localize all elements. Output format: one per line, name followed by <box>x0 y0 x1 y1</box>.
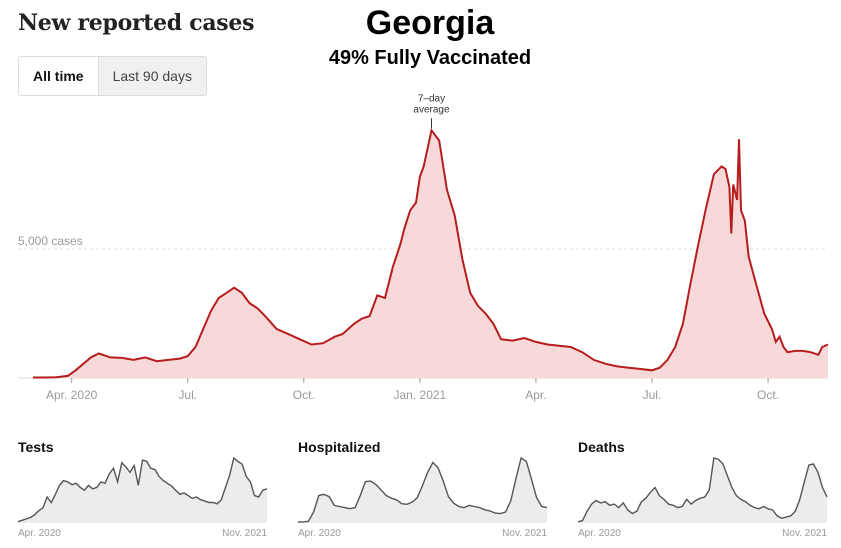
deaths-mini-chart: Apr. 2020 Nov. 2021 Deaths <box>578 436 841 548</box>
mini-area <box>18 458 267 523</box>
x-tick-label: Oct. <box>293 388 315 402</box>
x-tick-label: Jul. <box>643 388 662 402</box>
x-tick-label: Oct. <box>757 388 779 402</box>
mini-line <box>18 456 268 523</box>
mini-x-label-end: Nov. 2021 <box>222 528 267 539</box>
hospitalized-title: Hospitalized <box>298 439 381 455</box>
mini-x-label-end: Nov. 2021 <box>502 528 547 539</box>
tests-title: Tests <box>18 439 54 455</box>
cases-area <box>33 130 828 378</box>
mini-x-label-start: Apr. 2020 <box>298 528 341 539</box>
time-range-toggle[interactable]: All time Last 90 days <box>18 56 207 96</box>
mini-line <box>298 456 548 523</box>
main-cases-chart: 5,000 cases Apr. 2020 Jul. Oct. Jan. 2021 Ap… <box>18 93 829 402</box>
x-tick-label: Jan. 2021 <box>394 388 447 402</box>
mini-x-label-start: Apr. 2020 <box>18 528 61 539</box>
annotation-label: 7–day <box>418 93 445 104</box>
vaccination-rate: 49% Fully Vaccinated <box>328 47 532 69</box>
x-tick-label: Jul. <box>178 388 197 402</box>
x-tick-label: Apr. 2020 <box>46 388 98 402</box>
mini-x-label-end: Nov. 2021 <box>782 528 827 539</box>
page-title: New reported cases <box>18 10 255 36</box>
hospitalized-mini-chart: Apr. 2020 Nov. 2021 Hospitalized <box>298 436 568 548</box>
gridline-label: 5,000 cases <box>18 234 83 248</box>
mini-area <box>578 458 827 523</box>
mini-line <box>578 457 828 523</box>
tests-mini-chart: Apr. 2020 Nov. 2021 Tests <box>18 436 288 548</box>
state-name: Georgia <box>365 4 495 42</box>
x-tick-label: Apr. <box>525 388 546 402</box>
mini-area <box>298 458 547 523</box>
mini-x-label-start: Apr. 2020 <box>578 528 621 539</box>
tab-all-time[interactable]: All time <box>19 57 99 95</box>
cases-line-7day-average <box>33 127 829 379</box>
tab-last-90-days[interactable]: Last 90 days <box>98 57 206 95</box>
deaths-title: Deaths <box>578 439 625 455</box>
annotation-label: average <box>413 104 450 115</box>
